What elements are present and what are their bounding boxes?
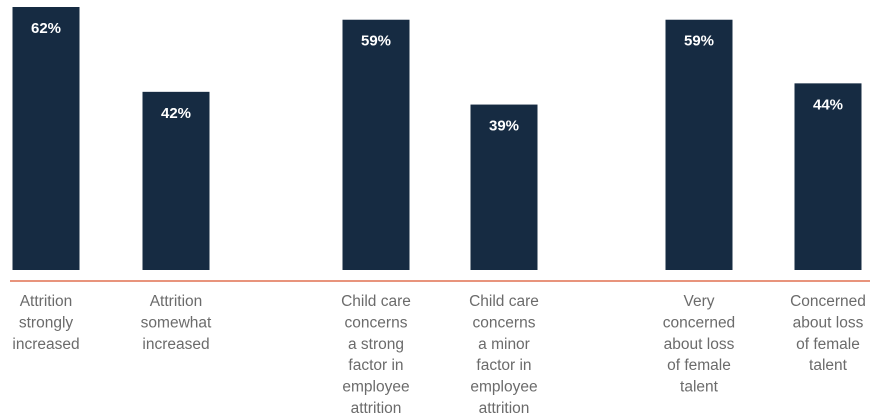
category-label-line: concerns bbox=[473, 314, 536, 331]
value-label-1: 62% bbox=[31, 20, 61, 37]
category-label-3: Child care concerns a strong factor in emplo… bbox=[341, 293, 411, 417]
category-label-line: concerns bbox=[345, 314, 408, 331]
category-label-line: increased bbox=[142, 336, 209, 353]
category-label-line: a strong bbox=[348, 336, 404, 353]
category-label-line: concerned bbox=[663, 314, 735, 331]
category-label-line: factor in bbox=[348, 357, 403, 374]
category-label-line: somewhat bbox=[141, 314, 212, 331]
value-label-2: 42% bbox=[161, 105, 191, 122]
category-label-line: attrition bbox=[479, 400, 530, 417]
category-label-line: about loss bbox=[793, 314, 864, 331]
category-label-line: factor in bbox=[476, 357, 531, 374]
category-label-line: about loss bbox=[664, 336, 735, 353]
category-label-line: employee bbox=[470, 379, 537, 396]
category-label-line: strongly bbox=[19, 314, 74, 331]
category-label-line: a minor bbox=[478, 336, 530, 353]
category-label-line: attrition bbox=[351, 400, 402, 417]
category-label-line: Child care bbox=[341, 293, 411, 310]
category-label-line: Attrition bbox=[20, 293, 73, 310]
category-label-line: of female bbox=[796, 336, 860, 353]
value-label-6: 44% bbox=[813, 96, 843, 113]
category-label-4: Child care concerns a minor factor in employ… bbox=[469, 293, 539, 417]
category-label-1: Attrition strongly increased bbox=[12, 293, 79, 353]
category-label-5: Very concerned about loss of female talent bbox=[663, 293, 735, 396]
category-label-2: Attrition somewhat increased bbox=[141, 293, 212, 353]
bar-3 bbox=[342, 19, 410, 271]
category-label-line: Attrition bbox=[150, 293, 203, 310]
value-label-3: 59% bbox=[361, 33, 391, 50]
category-label-line: Concerned bbox=[790, 293, 866, 310]
bar-2 bbox=[142, 91, 210, 270]
bar-1 bbox=[12, 7, 80, 270]
bar-4 bbox=[470, 104, 538, 270]
category-label-line: of female bbox=[667, 357, 731, 374]
category-label-line: employee bbox=[342, 379, 409, 396]
bar-5 bbox=[665, 19, 733, 271]
category-label-line: talent bbox=[680, 379, 719, 396]
bars: 62% 42% 59% 39% 59% 44% bbox=[12, 7, 862, 271]
category-label-line: Child care bbox=[469, 293, 539, 310]
category-label-line: increased bbox=[12, 336, 79, 353]
value-label-5: 59% bbox=[684, 33, 714, 50]
bar-6 bbox=[794, 83, 862, 271]
category-label-6: Concerned about loss of female talent bbox=[790, 293, 866, 374]
category-label-line: talent bbox=[809, 357, 848, 374]
category-labels: Attrition strongly increased Attrition somew… bbox=[12, 293, 866, 417]
value-label-4: 39% bbox=[489, 118, 519, 135]
category-label-line: Very bbox=[683, 293, 714, 310]
